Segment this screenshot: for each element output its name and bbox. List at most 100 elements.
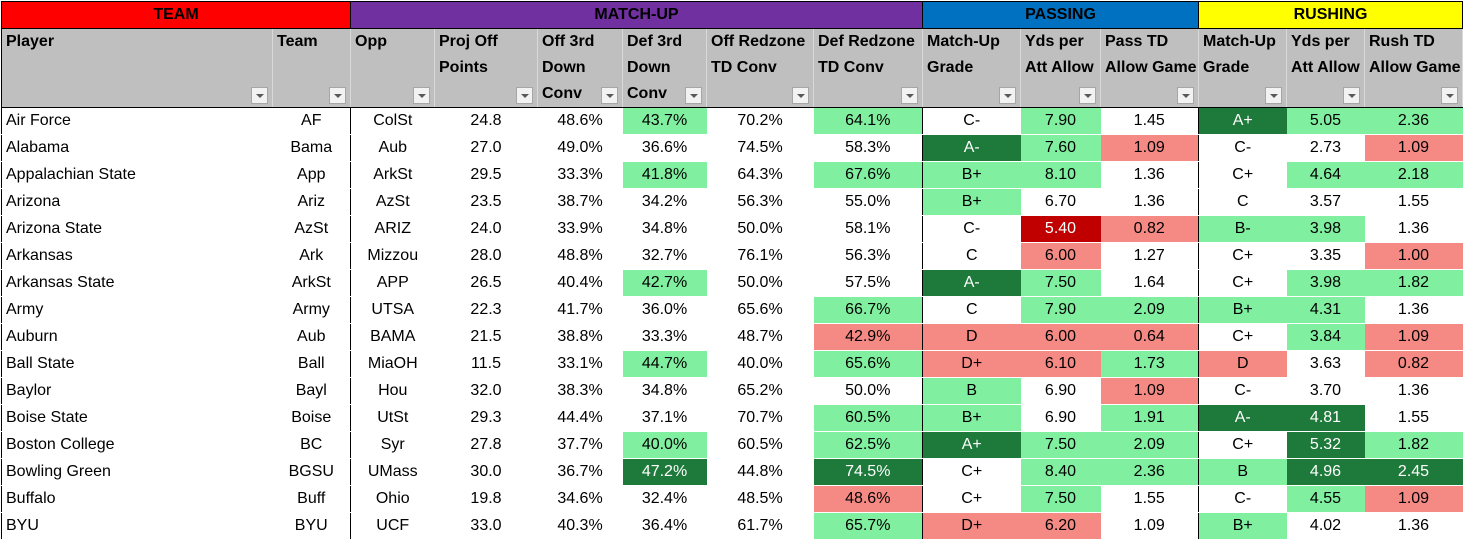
cell-proj-off-points[interactable]: 30.0: [434, 458, 538, 486]
cell-off-3rd-down-conv[interactable]: 40.3%: [537, 512, 623, 540]
cell-off-3rd-down-conv[interactable]: 34.6%: [537, 485, 623, 513]
cell-def-redzone-td-conv[interactable]: 50.0%: [813, 377, 923, 405]
cell-pass-yds-per-att-allow[interactable]: 7.50: [1020, 431, 1101, 459]
cell-proj-off-points[interactable]: 27.8: [434, 431, 538, 459]
cell-pass-yds-per-att-allow[interactable]: 6.00: [1020, 323, 1101, 351]
cell-off-3rd-down-conv[interactable]: 38.8%: [537, 323, 623, 351]
cell-pass-td-allow-game[interactable]: 1.64: [1100, 269, 1199, 297]
cell-off-redzone-td-conv[interactable]: 40.0%: [706, 350, 814, 378]
cell-opp[interactable]: ArkSt: [350, 161, 435, 189]
cell-pass-matchup-grade[interactable]: B+: [922, 188, 1021, 216]
cell-rush-matchup-grade[interactable]: A+: [1198, 107, 1287, 135]
cell-pass-td-allow-game[interactable]: 1.55: [1100, 485, 1199, 513]
filter-dropdown-icon[interactable]: [413, 87, 430, 104]
cell-pass-yds-per-att-allow[interactable]: 6.10: [1020, 350, 1101, 378]
cell-rush-matchup-grade[interactable]: D: [1198, 350, 1287, 378]
cell-pass-td-allow-game[interactable]: 1.09: [1100, 377, 1199, 405]
cell-opp[interactable]: Mizzou: [350, 242, 435, 270]
cell-player[interactable]: Appalachian State: [1, 161, 273, 189]
cell-rush-td-allow-game[interactable]: 1.36: [1364, 296, 1463, 324]
cell-pass-matchup-grade[interactable]: B+: [922, 161, 1021, 189]
cell-off-redzone-td-conv[interactable]: 64.3%: [706, 161, 814, 189]
cell-player[interactable]: Boise State: [1, 404, 273, 432]
cell-def-redzone-td-conv[interactable]: 60.5%: [813, 404, 923, 432]
cell-pass-matchup-grade[interactable]: C: [922, 296, 1021, 324]
cell-rush-yds-per-att-allow[interactable]: 3.98: [1286, 215, 1365, 243]
cell-def-redzone-td-conv[interactable]: 67.6%: [813, 161, 923, 189]
cell-team[interactable]: Ark: [272, 242, 351, 270]
cell-def-redzone-td-conv[interactable]: 74.5%: [813, 458, 923, 486]
cell-def-3rd-down-conv[interactable]: 32.7%: [622, 242, 707, 270]
cell-pass-td-allow-game[interactable]: 2.09: [1100, 431, 1199, 459]
cell-pass-td-allow-game[interactable]: 1.09: [1100, 512, 1199, 540]
cell-def-3rd-down-conv[interactable]: 36.0%: [622, 296, 707, 324]
cell-rush-yds-per-att-allow[interactable]: 4.81: [1286, 404, 1365, 432]
cell-off-redzone-td-conv[interactable]: 48.5%: [706, 485, 814, 513]
cell-rush-matchup-grade[interactable]: B+: [1198, 512, 1287, 540]
cell-rush-td-allow-game[interactable]: 1.36: [1364, 377, 1463, 405]
cell-pass-yds-per-att-allow[interactable]: 7.60: [1020, 134, 1101, 162]
cell-pass-yds-per-att-allow[interactable]: 8.10: [1020, 161, 1101, 189]
cell-pass-matchup-grade[interactable]: A-: [922, 134, 1021, 162]
cell-def-redzone-td-conv[interactable]: 58.1%: [813, 215, 923, 243]
cell-opp[interactable]: ARIZ: [350, 215, 435, 243]
cell-proj-off-points[interactable]: 24.0: [434, 215, 538, 243]
cell-def-3rd-down-conv[interactable]: 41.8%: [622, 161, 707, 189]
cell-pass-matchup-grade[interactable]: C: [922, 242, 1021, 270]
cell-def-3rd-down-conv[interactable]: 33.3%: [622, 323, 707, 351]
cell-rush-yds-per-att-allow[interactable]: 3.84: [1286, 323, 1365, 351]
cell-opp[interactable]: UTSA: [350, 296, 435, 324]
cell-team[interactable]: ArkSt: [272, 269, 351, 297]
cell-rush-matchup-grade[interactable]: C+: [1198, 323, 1287, 351]
cell-off-3rd-down-conv[interactable]: 38.7%: [537, 188, 623, 216]
cell-pass-yds-per-att-allow[interactable]: 6.70: [1020, 188, 1101, 216]
cell-off-3rd-down-conv[interactable]: 41.7%: [537, 296, 623, 324]
cell-off-3rd-down-conv[interactable]: 48.8%: [537, 242, 623, 270]
cell-team[interactable]: Army: [272, 296, 351, 324]
cell-pass-td-allow-game[interactable]: 1.09: [1100, 134, 1199, 162]
filter-dropdown-icon[interactable]: [685, 87, 702, 104]
cell-def-redzone-td-conv[interactable]: 42.9%: [813, 323, 923, 351]
cell-off-redzone-td-conv[interactable]: 50.0%: [706, 269, 814, 297]
cell-opp[interactable]: Hou: [350, 377, 435, 405]
cell-rush-matchup-grade[interactable]: C+: [1198, 161, 1287, 189]
cell-def-redzone-td-conv[interactable]: 56.3%: [813, 242, 923, 270]
cell-pass-td-allow-game[interactable]: 2.09: [1100, 296, 1199, 324]
cell-opp[interactable]: Ohio: [350, 485, 435, 513]
cell-pass-yds-per-att-allow[interactable]: 7.50: [1020, 269, 1101, 297]
cell-pass-yds-per-att-allow[interactable]: 7.90: [1020, 107, 1101, 135]
cell-player[interactable]: Arkansas State: [1, 269, 273, 297]
cell-pass-yds-per-att-allow[interactable]: 7.50: [1020, 485, 1101, 513]
filter-dropdown-icon[interactable]: [901, 87, 918, 104]
cell-off-redzone-td-conv[interactable]: 50.0%: [706, 215, 814, 243]
cell-rush-matchup-grade[interactable]: C+: [1198, 242, 1287, 270]
cell-proj-off-points[interactable]: 28.0: [434, 242, 538, 270]
cell-rush-matchup-grade[interactable]: C-: [1198, 377, 1287, 405]
cell-player[interactable]: BYU: [1, 512, 273, 540]
cell-pass-td-allow-game[interactable]: 0.64: [1100, 323, 1199, 351]
cell-pass-td-allow-game[interactable]: 2.36: [1100, 458, 1199, 486]
cell-proj-off-points[interactable]: 11.5: [434, 350, 538, 378]
cell-def-redzone-td-conv[interactable]: 62.5%: [813, 431, 923, 459]
cell-player[interactable]: Auburn: [1, 323, 273, 351]
cell-rush-td-allow-game[interactable]: 1.00: [1364, 242, 1463, 270]
cell-pass-yds-per-att-allow[interactable]: 8.40: [1020, 458, 1101, 486]
cell-player[interactable]: Arizona State: [1, 215, 273, 243]
cell-off-redzone-td-conv[interactable]: 60.5%: [706, 431, 814, 459]
cell-rush-yds-per-att-allow[interactable]: 3.70: [1286, 377, 1365, 405]
cell-proj-off-points[interactable]: 21.5: [434, 323, 538, 351]
cell-def-redzone-td-conv[interactable]: 57.5%: [813, 269, 923, 297]
cell-rush-yds-per-att-allow[interactable]: 5.32: [1286, 431, 1365, 459]
cell-rush-matchup-grade[interactable]: A-: [1198, 404, 1287, 432]
cell-team[interactable]: AzSt: [272, 215, 351, 243]
cell-rush-td-allow-game[interactable]: 1.82: [1364, 431, 1463, 459]
cell-team[interactable]: AF: [272, 107, 351, 135]
cell-pass-td-allow-game[interactable]: 1.91: [1100, 404, 1199, 432]
cell-team[interactable]: Boise: [272, 404, 351, 432]
cell-proj-off-points[interactable]: 19.8: [434, 485, 538, 513]
cell-pass-yds-per-att-allow[interactable]: 6.90: [1020, 377, 1101, 405]
cell-off-3rd-down-conv[interactable]: 33.9%: [537, 215, 623, 243]
cell-rush-td-allow-game[interactable]: 1.09: [1364, 134, 1463, 162]
cell-rush-matchup-grade[interactable]: B+: [1198, 296, 1287, 324]
cell-off-redzone-td-conv[interactable]: 65.2%: [706, 377, 814, 405]
